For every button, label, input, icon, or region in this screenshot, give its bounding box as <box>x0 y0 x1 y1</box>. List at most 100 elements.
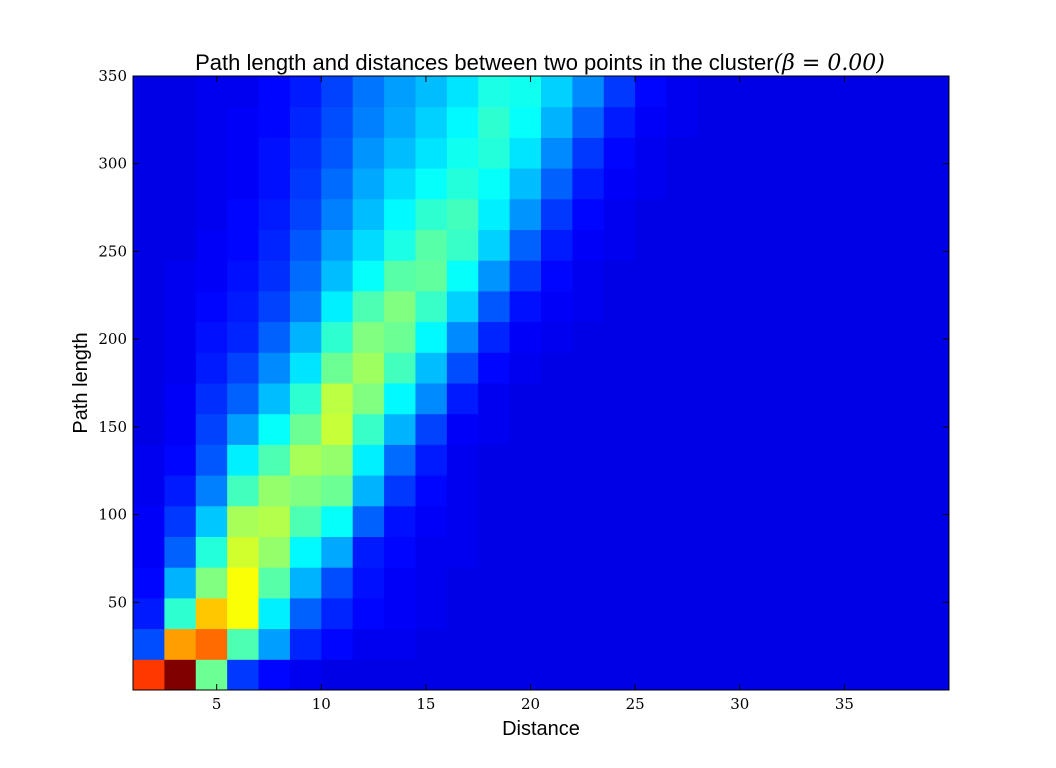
heatmap-cell <box>603 352 636 384</box>
heatmap-cell <box>823 290 856 323</box>
y-tick-label: 200 <box>98 330 127 348</box>
heatmap-cell <box>321 475 354 507</box>
heatmap-cell <box>321 659 354 691</box>
heatmap-cell <box>509 76 542 108</box>
heatmap-cell <box>886 168 919 200</box>
heatmap-cell <box>352 137 385 169</box>
heatmap-cell <box>635 260 668 292</box>
heatmap-cell <box>478 260 511 292</box>
heatmap-cell <box>760 567 793 599</box>
heatmap-cell <box>792 290 824 323</box>
heatmap-cell <box>792 475 824 507</box>
heatmap-cell <box>792 321 824 353</box>
heatmap-cell <box>321 290 354 323</box>
heatmap-cell <box>541 260 573 292</box>
heatmap-cell <box>603 475 636 507</box>
heatmap-cell <box>697 475 730 507</box>
heatmap-cell <box>792 567 824 599</box>
heatmap-cell <box>227 536 260 568</box>
heatmap-cell <box>478 168 511 200</box>
heatmap-cell <box>352 76 385 108</box>
heatmap-cell <box>321 444 354 476</box>
heatmap-cell <box>635 321 668 353</box>
heatmap-cell <box>917 597 950 630</box>
heatmap-cell <box>666 106 699 138</box>
heatmap-cell <box>258 260 291 292</box>
heatmap-cell <box>854 475 887 507</box>
heatmap-cell <box>697 106 730 138</box>
heatmap-cell <box>603 290 636 323</box>
heatmap-cell <box>666 76 699 108</box>
heatmap-cell <box>760 168 793 200</box>
heatmap-cell <box>823 597 856 630</box>
heatmap-cell <box>697 229 730 261</box>
heatmap-cell <box>195 352 228 384</box>
heatmap-cell <box>666 260 699 292</box>
heatmap-cell <box>352 290 385 323</box>
heatmap-cell <box>289 106 322 138</box>
heatmap-cell <box>792 76 824 108</box>
heatmap-cell <box>321 106 354 138</box>
heatmap-cell <box>258 383 291 415</box>
heatmap-cell <box>195 444 228 476</box>
heatmap-cell <box>352 597 385 630</box>
heatmap-cell <box>384 290 416 323</box>
heatmap-cell <box>164 321 197 353</box>
heatmap-cell <box>666 352 699 384</box>
heatmap-cell <box>886 444 919 476</box>
y-tick-label: 150 <box>98 418 127 436</box>
heatmap-cell <box>289 444 322 476</box>
heatmap-cell <box>258 290 291 323</box>
heatmap-cell <box>384 444 416 476</box>
heatmap-cell <box>792 628 824 660</box>
heatmap-cell <box>666 444 699 476</box>
heatmap-cell <box>541 413 573 445</box>
heatmap-cell <box>446 628 479 660</box>
heatmap-cell <box>195 567 228 599</box>
heatmap-cell <box>227 628 260 660</box>
heatmap-cell <box>541 168 573 200</box>
heatmap-cell <box>635 444 668 476</box>
heatmap-cell <box>541 567 573 599</box>
heatmap-cell <box>133 321 165 353</box>
heatmap-cell <box>572 321 605 353</box>
heatmap-cell <box>886 597 919 630</box>
heatmap-cell <box>760 444 793 476</box>
heatmap-cell <box>823 475 856 507</box>
heatmap-cell <box>227 567 260 599</box>
heatmap-cell <box>635 505 668 537</box>
heatmap-cell <box>854 321 887 353</box>
heatmap-cell <box>227 505 260 537</box>
heatmap-cell <box>886 628 919 660</box>
heatmap-cell <box>321 352 354 384</box>
heatmap-cell <box>258 76 291 108</box>
heatmap-cell <box>195 76 228 108</box>
heatmap-cell <box>352 628 385 660</box>
heatmap-cell <box>697 413 730 445</box>
heatmap-cell <box>227 597 260 630</box>
heatmap-cell <box>258 413 291 445</box>
heatmap-cell <box>917 628 950 660</box>
heatmap-cell <box>760 137 793 169</box>
heatmap-cell <box>823 229 856 261</box>
heatmap-cell <box>195 628 228 660</box>
heatmap-cell <box>886 137 919 169</box>
heatmap-cell <box>415 413 448 445</box>
heatmap-cell <box>227 106 260 138</box>
heatmap-cell <box>635 383 668 415</box>
heatmap-cell <box>289 168 322 200</box>
heatmap-cell <box>352 383 385 415</box>
heatmap-cell <box>792 137 824 169</box>
heatmap-cell <box>854 567 887 599</box>
heatmap-cell <box>697 198 730 230</box>
heatmap-cell <box>760 229 793 261</box>
heatmap-cell <box>478 567 511 599</box>
heatmap-cell <box>321 168 354 200</box>
heatmap-cell <box>572 413 605 445</box>
heatmap-cell <box>792 505 824 537</box>
heatmap-cell <box>603 106 636 138</box>
heatmap-cell <box>415 168 448 200</box>
heatmap-cell <box>635 76 668 108</box>
heatmap-cell <box>478 475 511 507</box>
heatmap-cell <box>917 321 950 353</box>
